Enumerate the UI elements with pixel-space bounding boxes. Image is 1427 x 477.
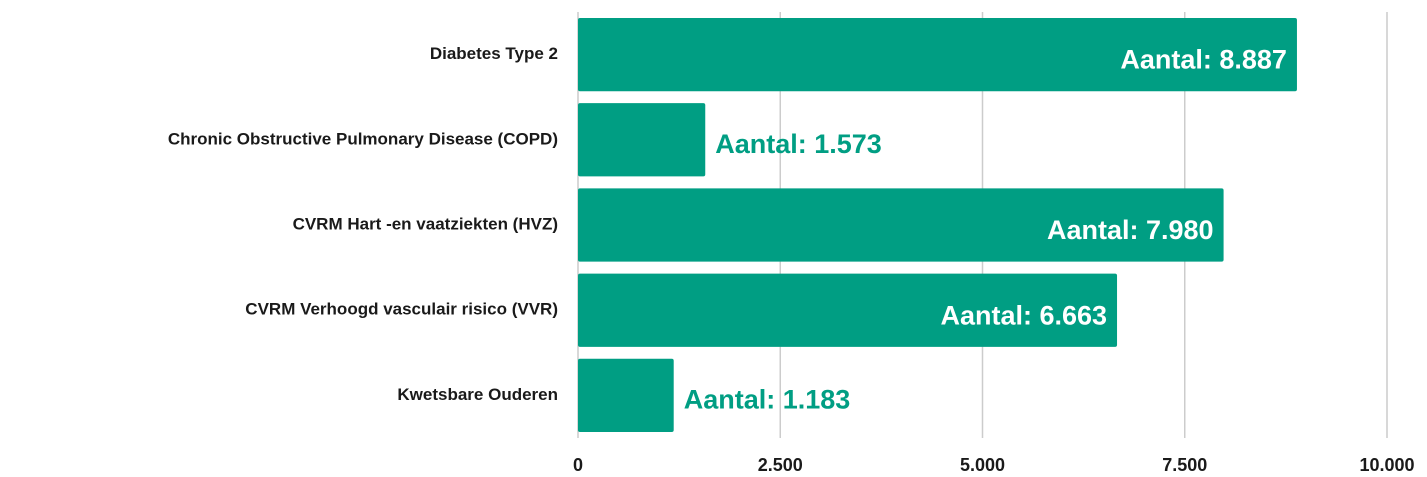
x-tick-label: 7.500	[1162, 455, 1207, 475]
x-tick-label: 10.000	[1359, 455, 1414, 475]
x-tick-label: 2.500	[758, 455, 803, 475]
y-tick-label: Kwetsbare Ouderen	[397, 385, 558, 404]
y-tick-label: Chronic Obstructive Pulmonary Disease (C…	[168, 129, 558, 148]
bar	[578, 188, 1224, 262]
y-tick-label: Diabetes Type 2	[430, 44, 558, 63]
value-label: Aantal: 6.663	[940, 300, 1107, 330]
y-tick-label: CVRM Hart -en vaatziekten (HVZ)	[293, 214, 558, 233]
value-label: Aantal: 1.183	[684, 385, 851, 415]
bar	[578, 358, 674, 433]
value-label: Aantal: 1.573	[715, 129, 882, 159]
x-tick-label: 0	[573, 455, 583, 475]
x-tick-label: 5.000	[960, 455, 1005, 475]
bar	[578, 103, 706, 177]
bar	[578, 17, 1297, 92]
y-tick-label: CVRM Verhoogd vasculair risico (VVR)	[245, 300, 558, 319]
value-label: Aantal: 7.980	[1047, 215, 1214, 245]
value-label: Aantal: 8.887	[1120, 45, 1287, 75]
bar	[578, 273, 1118, 347]
